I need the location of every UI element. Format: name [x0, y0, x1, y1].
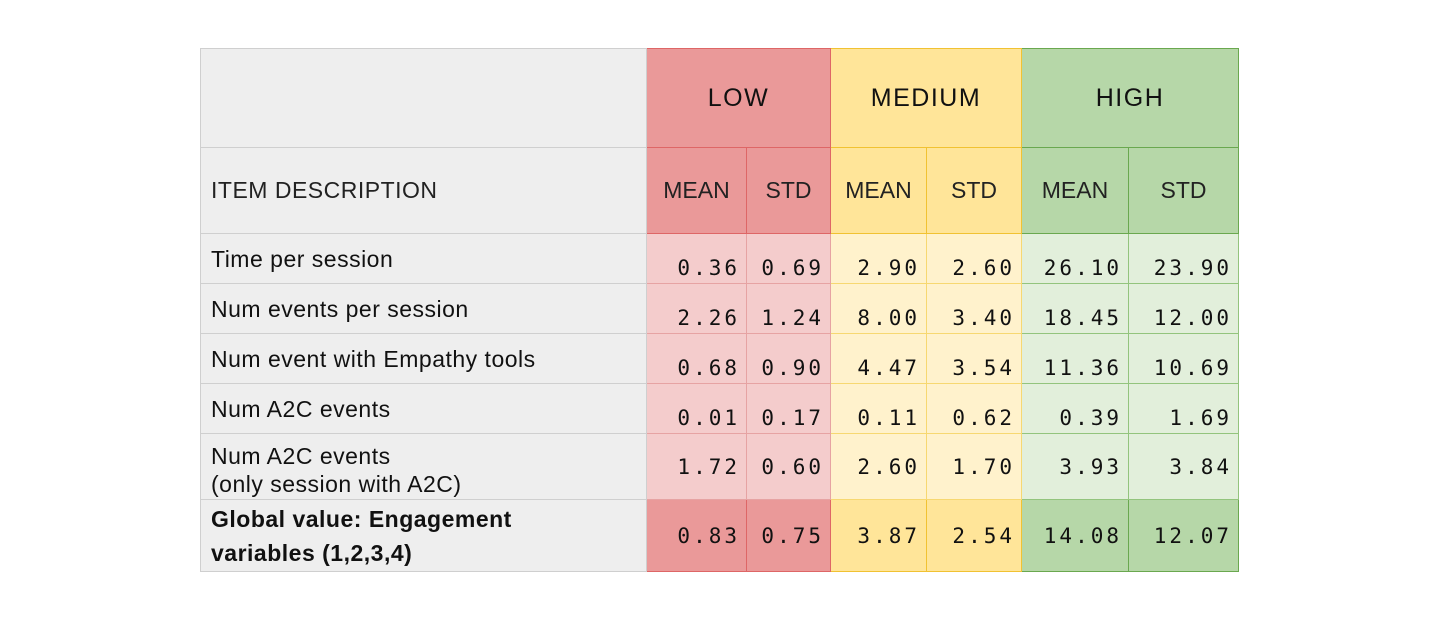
group-header-low: LOW: [646, 48, 831, 148]
global-label-line1: Global value: Engagement: [211, 505, 512, 532]
group-header-high: HIGH: [1021, 48, 1239, 148]
row-label: Num events per session: [200, 283, 647, 334]
medium-std-cell: 1.70: [926, 433, 1022, 500]
item-description-header: ITEM DESCRIPTION: [200, 147, 647, 234]
medium-std-cell: 2.60: [926, 233, 1022, 284]
global-low-mean-cell: 0.83: [646, 499, 747, 572]
row-label: Num A2C events (only session with A2C): [200, 433, 647, 500]
global-low-std-cell: 0.75: [746, 499, 831, 572]
low-std-header: STD: [746, 147, 831, 234]
blank-corner-cell: [200, 48, 647, 148]
low-std-cell: 0.69: [746, 233, 831, 284]
row-label: Num A2C events: [200, 383, 647, 434]
low-mean-cell: 0.36: [646, 233, 747, 284]
high-mean-cell: 18.45: [1021, 283, 1129, 334]
high-std-header: STD: [1128, 147, 1239, 234]
high-std-cell: 1.69: [1128, 383, 1239, 434]
global-medium-mean-cell: 3.87: [830, 499, 927, 572]
low-mean-cell: 0.01: [646, 383, 747, 434]
row-label: Num event with Empathy tools: [200, 333, 647, 384]
low-std-cell: 1.24: [746, 283, 831, 334]
table-row: Time per session 0.36 0.69 2.90 2.60 26.…: [200, 233, 1239, 284]
group-header-row: LOW MEDIUM HIGH: [200, 48, 1239, 148]
global-high-mean-cell: 14.08: [1021, 499, 1129, 572]
high-std-cell: 3.84: [1128, 433, 1239, 500]
low-mean-header: MEAN: [646, 147, 747, 234]
high-std-cell: 23.90: [1128, 233, 1239, 284]
high-std-cell: 10.69: [1128, 333, 1239, 384]
medium-mean-cell: 4.47: [830, 333, 927, 384]
medium-std-cell: 3.40: [926, 283, 1022, 334]
high-mean-cell: 11.36: [1021, 333, 1129, 384]
row-label-line2: (only session with A2C): [211, 471, 462, 497]
medium-std-cell: 3.54: [926, 333, 1022, 384]
row-label: Time per session: [200, 233, 647, 284]
table-row: Num events per session 2.26 1.24 8.00 3.…: [200, 283, 1239, 334]
medium-mean-cell: 2.90: [830, 233, 927, 284]
high-mean-cell: 0.39: [1021, 383, 1129, 434]
global-row: Global value: Engagement variables (1,2,3…: [200, 499, 1239, 572]
engagement-table: LOW MEDIUM HIGH ITEM DESCRIPTION MEAN ST…: [200, 48, 1239, 572]
high-mean-cell: 3.93: [1021, 433, 1129, 500]
global-label-line2: variables (1,2,3,4): [211, 539, 413, 566]
global-high-std-cell: 12.07: [1128, 499, 1239, 572]
medium-mean-cell: 8.00: [830, 283, 927, 334]
subheader-row: ITEM DESCRIPTION MEAN STD MEAN STD MEAN …: [200, 147, 1239, 234]
table-row: Num A2C events 0.01 0.17 0.11 0.62 0.39 …: [200, 383, 1239, 434]
high-mean-cell: 26.10: [1021, 233, 1129, 284]
row-label-line1: Num A2C events: [211, 443, 391, 469]
table-row: Num A2C events (only session with A2C) 1.…: [200, 433, 1239, 500]
low-std-cell: 0.60: [746, 433, 831, 500]
global-medium-std-cell: 2.54: [926, 499, 1022, 572]
medium-mean-cell: 2.60: [830, 433, 927, 500]
engagement-table-container: LOW MEDIUM HIGH ITEM DESCRIPTION MEAN ST…: [200, 48, 1239, 572]
low-std-cell: 0.90: [746, 333, 831, 384]
low-mean-cell: 0.68: [646, 333, 747, 384]
global-label: Global value: Engagement variables (1,2,3…: [200, 499, 647, 572]
low-mean-cell: 1.72: [646, 433, 747, 500]
low-std-cell: 0.17: [746, 383, 831, 434]
medium-mean-header: MEAN: [830, 147, 927, 234]
high-mean-header: MEAN: [1021, 147, 1129, 234]
medium-std-cell: 0.62: [926, 383, 1022, 434]
high-std-cell: 12.00: [1128, 283, 1239, 334]
table-row: Num event with Empathy tools 0.68 0.90 4…: [200, 333, 1239, 384]
medium-mean-cell: 0.11: [830, 383, 927, 434]
low-mean-cell: 2.26: [646, 283, 747, 334]
medium-std-header: STD: [926, 147, 1022, 234]
group-header-medium: MEDIUM: [830, 48, 1022, 148]
